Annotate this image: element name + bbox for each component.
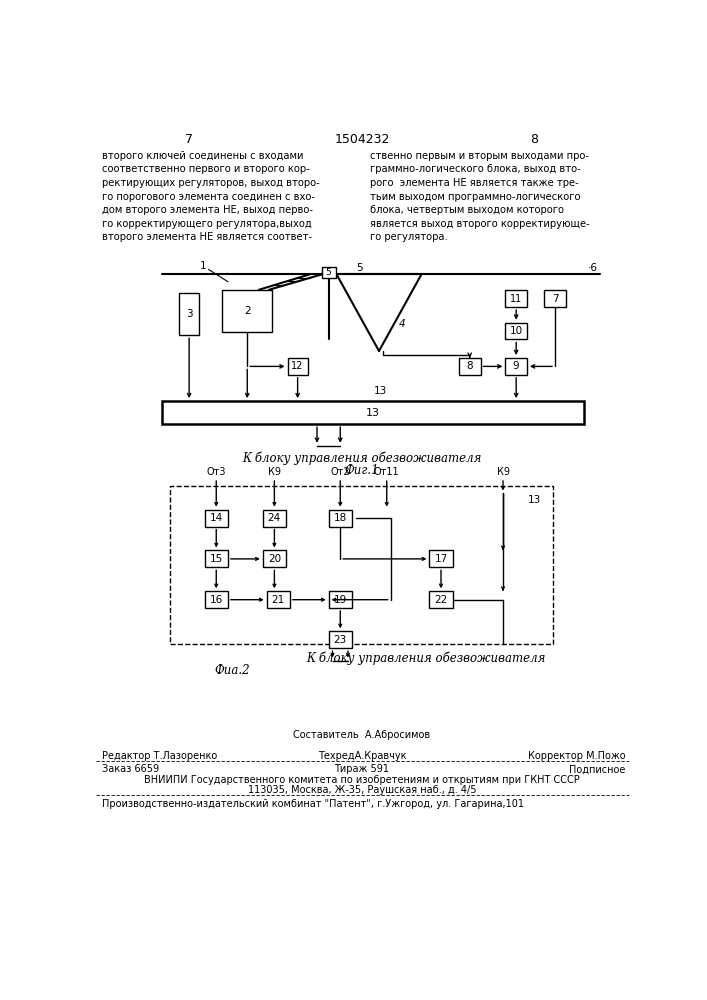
Text: Производственно-издательский комбинат "Патент", г.Ужгород, ул. Гагарина,101: Производственно-издательский комбинат "П… [103, 799, 525, 809]
Text: Заказ 6659: Заказ 6659 [103, 764, 160, 774]
Text: 1504232: 1504232 [334, 133, 390, 146]
Text: 4: 4 [399, 319, 406, 329]
Text: ственно первым и вторым выходами про-
граммно-логического блока, выход вто-
рого: ственно первым и вторым выходами про- гр… [370, 151, 590, 242]
Text: Редактор Т.Лазоренко: Редактор Т.Лазоренко [103, 751, 218, 761]
Bar [506, 358, 527, 375]
Bar [263, 510, 286, 527]
Text: Корректор М.Пожо: Корректор М.Пожо [528, 751, 626, 761]
Bar [204, 510, 228, 527]
Bar [267, 591, 290, 608]
Text: ТехредА.Кравчук: ТехредА.Кравчук [317, 751, 407, 761]
Text: ·6: ·6 [588, 263, 598, 273]
Text: Фиг.1: Фиг.1 [344, 464, 379, 477]
Text: К блоку управления обезвоживателя: К блоку управления обезвоживателя [243, 451, 481, 465]
Text: 16: 16 [209, 595, 223, 605]
Bar [288, 358, 308, 375]
Text: 22: 22 [434, 595, 448, 605]
Text: 11: 11 [510, 294, 522, 304]
Text: От3: От3 [206, 467, 226, 477]
Text: 14: 14 [209, 513, 223, 523]
Bar [204, 550, 228, 567]
Text: 13: 13 [527, 495, 541, 505]
Text: 2: 2 [244, 306, 250, 316]
Bar [544, 290, 566, 307]
Text: Составитель  А.Абросимов: Составитель А.Абросимов [293, 730, 431, 740]
Text: 20: 20 [268, 554, 281, 564]
Text: 13: 13 [366, 408, 380, 418]
Text: 23: 23 [334, 635, 347, 645]
Text: 9: 9 [513, 361, 520, 371]
Text: ВНИИПИ Государственного комитета по изобретениям и открытиям при ГКНТ СССР: ВНИИПИ Государственного комитета по изоб… [144, 775, 580, 785]
Bar [162, 401, 585, 424]
Text: К9: К9 [496, 467, 510, 477]
Text: 5: 5 [356, 263, 363, 273]
Bar [329, 591, 352, 608]
Text: 12: 12 [291, 361, 304, 371]
Bar [506, 290, 527, 307]
Text: второго ключей соединены с входами
соответственно первого и второго кор-
ректиру: второго ключей соединены с входами соотв… [103, 151, 320, 242]
Text: 5: 5 [326, 268, 332, 277]
Bar [506, 323, 527, 339]
Bar [170, 486, 554, 644]
Text: 7: 7 [185, 133, 193, 146]
Text: 19: 19 [334, 595, 347, 605]
Text: 21: 21 [271, 595, 285, 605]
Bar [429, 591, 452, 608]
Bar [180, 293, 199, 335]
Text: 113035, Москва, Ж-35, Раушская наб., д. 4/5: 113035, Москва, Ж-35, Раушская наб., д. … [247, 785, 477, 795]
Bar [263, 550, 286, 567]
Text: 1: 1 [200, 261, 206, 271]
Bar [204, 591, 228, 608]
Text: 18: 18 [334, 513, 347, 523]
Text: От2: От2 [330, 467, 350, 477]
Bar [329, 631, 352, 648]
Bar [322, 267, 336, 278]
Text: К9: К9 [268, 467, 281, 477]
Text: К блоку управления обезвоживателя: К блоку управления обезвоживателя [306, 651, 545, 665]
Text: От11: От11 [374, 467, 399, 477]
Text: 7: 7 [551, 294, 559, 304]
Text: 13: 13 [373, 386, 387, 396]
Text: 3: 3 [186, 309, 192, 319]
Text: 17: 17 [434, 554, 448, 564]
Text: Тираж 591: Тираж 591 [334, 764, 390, 774]
Bar [459, 358, 481, 375]
Text: Фиа.2: Фиа.2 [214, 664, 250, 677]
Text: 8: 8 [530, 133, 538, 146]
Bar [222, 290, 272, 332]
Text: 8: 8 [467, 361, 473, 371]
Bar [429, 550, 452, 567]
Bar [329, 510, 352, 527]
Text: 10: 10 [510, 326, 522, 336]
Text: 15: 15 [209, 554, 223, 564]
Text: 24: 24 [268, 513, 281, 523]
Text: Подписное: Подписное [569, 764, 626, 774]
